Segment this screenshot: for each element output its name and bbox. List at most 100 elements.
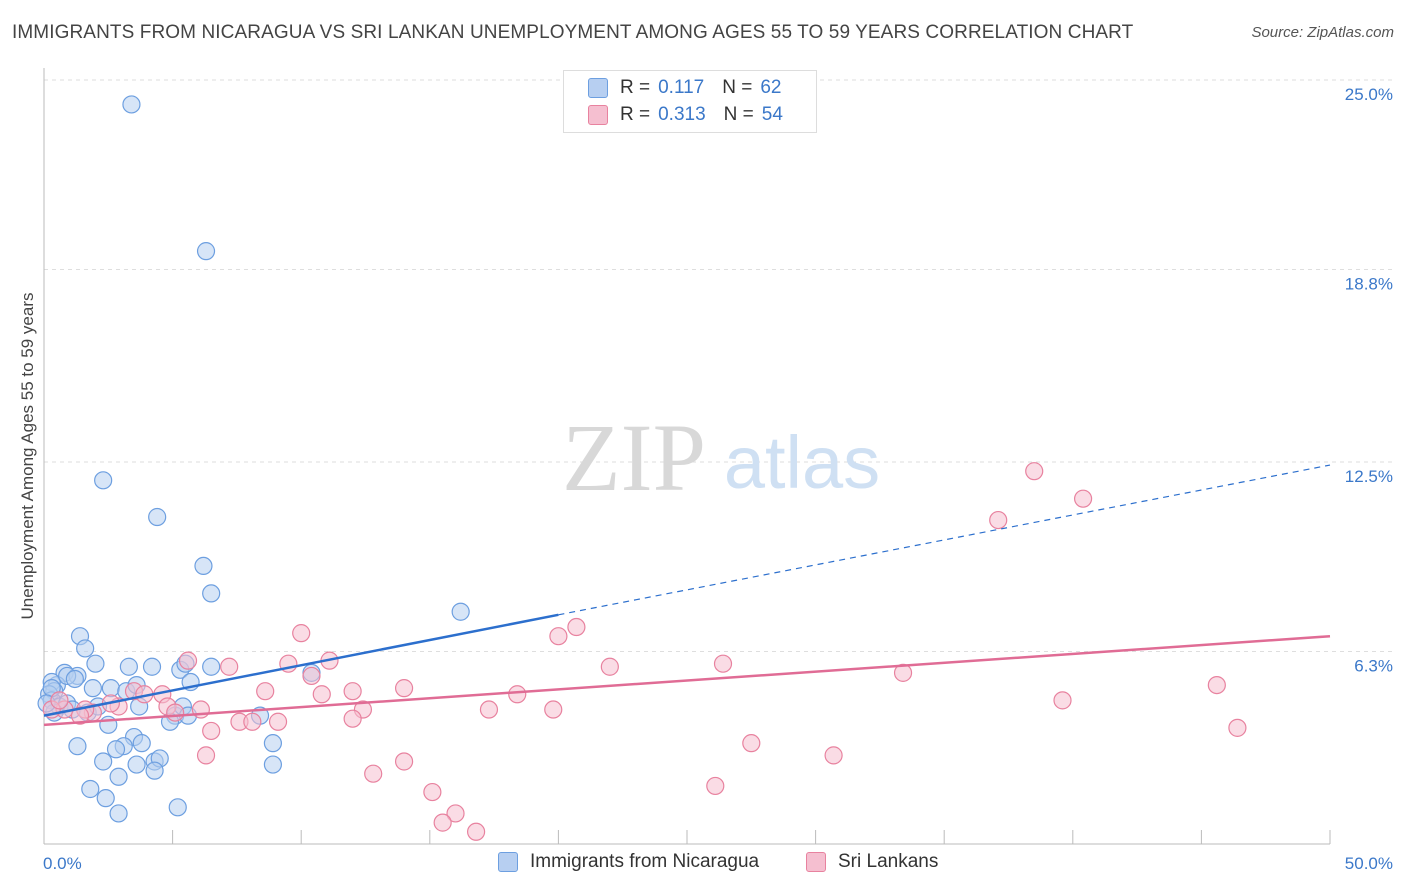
x-tick-label: 50.0% [1345, 854, 1393, 873]
data-point-nicaragua [96, 789, 115, 808]
data-point-srilanka [343, 682, 362, 701]
trend-line-srilanka [43, 634, 1331, 727]
legend-r-value: 0.313 [658, 104, 706, 125]
data-point-srilanka [706, 776, 725, 796]
data-point-nicaragua [168, 798, 187, 817]
trend-line-nicaragua-projection [558, 464, 1331, 616]
data-point-srilanka [268, 712, 288, 731]
data-point-nicaragua [196, 242, 216, 261]
data-point-nicaragua [194, 556, 213, 576]
legend-item-srilanka: Sri Lankans [806, 851, 938, 873]
legend-swatch-pink [588, 105, 608, 125]
legend-n-label: N = [722, 77, 753, 98]
data-point-srilanka [302, 666, 321, 686]
data-point-srilanka [544, 700, 563, 719]
watermark-atlas: atlas [724, 421, 880, 504]
legend-label-srilanka: Sri Lankans [838, 851, 939, 872]
watermark: ZIP atlas [562, 404, 880, 511]
data-point-srilanka [600, 657, 619, 676]
data-point-srilanka [256, 682, 275, 701]
legend-swatch-blue [588, 78, 608, 98]
legend-label-nicaragua: Immigrants from Nicaragua [530, 851, 760, 872]
data-point-nicaragua [65, 669, 84, 689]
data-point-nicaragua [94, 471, 113, 490]
data-point-nicaragua [263, 755, 283, 774]
data-point-srilanka [549, 627, 568, 646]
data-point-srilanka [394, 752, 414, 771]
data-point-nicaragua [86, 654, 105, 673]
legend-n-value: 54 [761, 104, 783, 125]
data-point-srilanka [394, 679, 414, 698]
data-point-nicaragua [109, 767, 128, 786]
data-point-srilanka [243, 712, 262, 731]
data-point-srilanka [220, 657, 239, 676]
data-point-nicaragua [81, 779, 100, 799]
data-point-nicaragua [122, 95, 141, 114]
data-point-nicaragua [142, 657, 162, 676]
data-point-srilanka [1073, 489, 1093, 508]
series-srilanka-points [42, 462, 1247, 841]
trend-line-nicaragua [43, 613, 559, 717]
data-point-srilanka [423, 782, 442, 802]
legend-swatch-blue [498, 852, 518, 872]
legend-row-nicaragua: R = 0.117 N = 62 [588, 75, 782, 101]
legend-row-srilanka: R = 0.313 N = 54 [588, 102, 783, 128]
legend-item-nicaragua: Immigrants from Nicaragua [498, 851, 759, 873]
data-point-nicaragua [148, 507, 167, 527]
data-point-srilanka [202, 721, 221, 741]
data-point-nicaragua [106, 740, 126, 759]
source-label: Source: ZipAtlas.com [1251, 24, 1394, 41]
data-point-nicaragua [451, 602, 470, 621]
data-point-srilanka [824, 746, 843, 765]
legend-r-label: R = [620, 104, 651, 125]
data-point-srilanka [292, 624, 311, 643]
watermark-zip: ZIP [562, 404, 706, 511]
legend-n-label: N = [723, 104, 754, 125]
trend-lines [43, 464, 1331, 727]
y-tick-label: 12.5% [1345, 467, 1393, 486]
data-point-nicaragua [263, 734, 283, 753]
data-point-srilanka [713, 654, 733, 673]
y-tick-label: 18.8% [1345, 274, 1393, 293]
data-point-srilanka [1207, 675, 1226, 695]
correlation-legend: R = 0.117 N = 62 R = 0.313 N = 54 [563, 70, 817, 133]
data-point-srilanka [989, 510, 1008, 530]
data-point-srilanka [1228, 718, 1247, 737]
data-point-nicaragua [145, 761, 164, 780]
data-point-nicaragua [127, 755, 146, 774]
data-point-srilanka [178, 651, 198, 670]
series-legend: Immigrants from Nicaragua Sri Lankans [0, 851, 1406, 879]
data-point-nicaragua [94, 752, 113, 771]
legend-n-value: 62 [760, 77, 782, 98]
data-point-srilanka [196, 746, 216, 765]
data-point-nicaragua [202, 584, 221, 603]
y-tick-label: 6.3% [1354, 656, 1393, 675]
x-tick-label: 0.0% [43, 854, 82, 873]
data-point-srilanka [466, 822, 486, 841]
data-point-srilanka [70, 706, 90, 725]
data-point-srilanka [1053, 691, 1072, 710]
legend-r-value: 0.117 [658, 77, 705, 98]
data-point-srilanka [166, 703, 185, 722]
data-point-srilanka [446, 804, 465, 823]
legend-swatch-pink [806, 852, 826, 872]
data-point-srilanka [364, 764, 383, 783]
data-point-nicaragua [76, 639, 95, 658]
data-point-srilanka [508, 685, 527, 704]
grid-lines [44, 79, 1394, 652]
data-point-srilanka [50, 691, 69, 710]
y-tick-label: 25.0% [1345, 85, 1393, 104]
data-point-nicaragua [101, 679, 120, 698]
data-point-srilanka [567, 617, 586, 637]
data-point-nicaragua [68, 737, 87, 756]
data-point-nicaragua [83, 679, 102, 698]
data-point-nicaragua [119, 657, 138, 676]
data-point-srilanka [343, 709, 362, 728]
data-point-nicaragua [202, 657, 221, 676]
data-point-nicaragua [109, 804, 128, 823]
data-point-srilanka [433, 813, 452, 832]
data-point-srilanka [742, 734, 761, 753]
data-point-srilanka [479, 700, 499, 719]
chart-title: IMMIGRANTS FROM NICARAGUA VS SRI LANKAN … [12, 22, 1134, 43]
